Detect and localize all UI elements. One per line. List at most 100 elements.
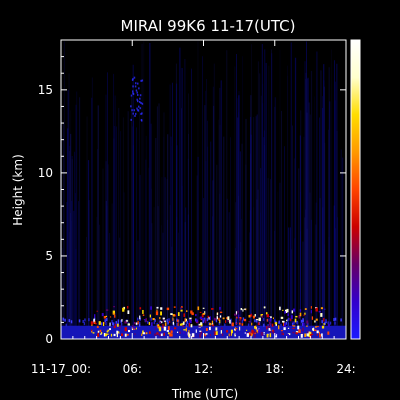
cloud-echo: [105, 315, 108, 317]
cloud-echo: [282, 320, 284, 322]
cloud-echo: [283, 323, 286, 327]
surface-speckle: [117, 319, 120, 323]
cloud-echo: [230, 332, 232, 336]
cloud-echo: [141, 333, 143, 337]
upper-echo: [130, 105, 132, 108]
cloud-echo: [149, 314, 152, 318]
surface-speckle: [285, 321, 287, 325]
cloud-echo: [280, 316, 284, 319]
cloud-echo: [200, 322, 203, 325]
upper-echo: [136, 82, 139, 85]
cloud-echo: [267, 325, 271, 328]
cloud-echo: [312, 328, 314, 331]
cloud-echo: [213, 330, 216, 335]
cloud-echo: [304, 333, 307, 338]
surface-speckle: [115, 321, 118, 325]
cloud-echo: [244, 308, 246, 310]
cloud-echo: [301, 331, 303, 334]
cloud-echo: [275, 333, 278, 338]
surface-speckle: [262, 317, 265, 321]
cloud-echo: [97, 332, 99, 335]
upper-echo: [141, 112, 143, 115]
surface-speckle: [300, 319, 303, 323]
surface-speckle: [150, 317, 152, 321]
upper-echo: [138, 100, 141, 103]
cloud-echo: [188, 330, 190, 334]
surface-speckle: [208, 322, 210, 326]
surface-speckle: [115, 323, 118, 327]
upper-echo: [136, 98, 138, 101]
upper-echo: [139, 94, 142, 97]
cloud-echo: [135, 327, 137, 330]
cloud-echo: [98, 321, 101, 325]
cloud-echo: [113, 325, 116, 329]
surface-speckle: [144, 319, 147, 323]
cloud-echo: [100, 332, 103, 335]
cloud-echo: [300, 333, 303, 338]
cloud-echo: [218, 317, 220, 321]
cloud-echo: [162, 317, 165, 320]
cloud-echo: [106, 330, 109, 333]
upper-echo: [133, 109, 135, 112]
cloud-echo: [229, 319, 231, 324]
cloud-echo: [309, 331, 312, 335]
cloud-echo: [180, 306, 183, 308]
cloud-echo: [252, 315, 256, 319]
surface-speckle: [215, 319, 218, 323]
cloud-echo: [160, 311, 162, 316]
surface-speckle: [172, 318, 175, 322]
cloud-echo: [100, 333, 102, 335]
cloud-echo: [126, 333, 129, 336]
cloud-echo: [310, 310, 312, 314]
surface-speckle: [267, 318, 269, 322]
surface-speckle: [82, 319, 84, 323]
upper-echo: [141, 79, 144, 82]
cloud-echo: [275, 334, 277, 336]
y-axis-label: Height (km): [11, 154, 25, 225]
cloud-echo: [148, 331, 151, 334]
cloud-echo: [251, 329, 254, 334]
cloud-echo: [139, 315, 141, 320]
cloud-echo: [321, 325, 325, 329]
cloud-echo: [163, 326, 167, 331]
upper-echo: [140, 119, 143, 122]
surface-speckle: [206, 318, 209, 322]
cloud-echo: [188, 323, 191, 327]
cloud-echo: [103, 315, 107, 319]
cloud-echo: [258, 317, 261, 322]
cloud-echo: [183, 329, 186, 331]
cloud-echo: [159, 317, 161, 320]
cloud-echo: [315, 307, 318, 312]
cloud-echo: [203, 333, 205, 335]
x-axis-label: Time (UTC): [171, 387, 238, 400]
surface-speckle: [241, 320, 244, 324]
surface-speckle: [68, 319, 71, 323]
cloud-echo: [234, 333, 236, 337]
cloud-echo: [306, 320, 309, 324]
cloud-echo: [272, 329, 274, 332]
cloud-echo: [216, 315, 218, 317]
cloud-echo: [304, 308, 307, 310]
cloud-echo: [200, 318, 202, 321]
surface-speckle: [218, 321, 221, 325]
surface-speckle: [301, 322, 304, 326]
cloud-echo: [97, 330, 100, 333]
cloud-echo: [191, 333, 195, 337]
x-tick-label: 24:: [336, 362, 355, 376]
upper-echo: [134, 114, 136, 117]
surface-speckle: [302, 319, 304, 323]
surface-speckle: [62, 317, 65, 321]
y-tick-label: 10: [38, 166, 53, 180]
cloud-echo: [233, 313, 237, 316]
cloud-echo: [269, 318, 272, 322]
cloud-echo: [236, 330, 238, 334]
surface-speckle: [65, 323, 67, 327]
cloud-echo: [327, 331, 330, 335]
cloud-echo: [137, 320, 139, 325]
cloud-echo: [213, 317, 216, 320]
cloud-echo: [220, 330, 223, 334]
cloud-echo: [132, 325, 135, 330]
cloud-echo: [284, 309, 288, 314]
x-tick-label: 11-17_00:: [31, 362, 91, 376]
cloud-echo: [269, 330, 272, 333]
